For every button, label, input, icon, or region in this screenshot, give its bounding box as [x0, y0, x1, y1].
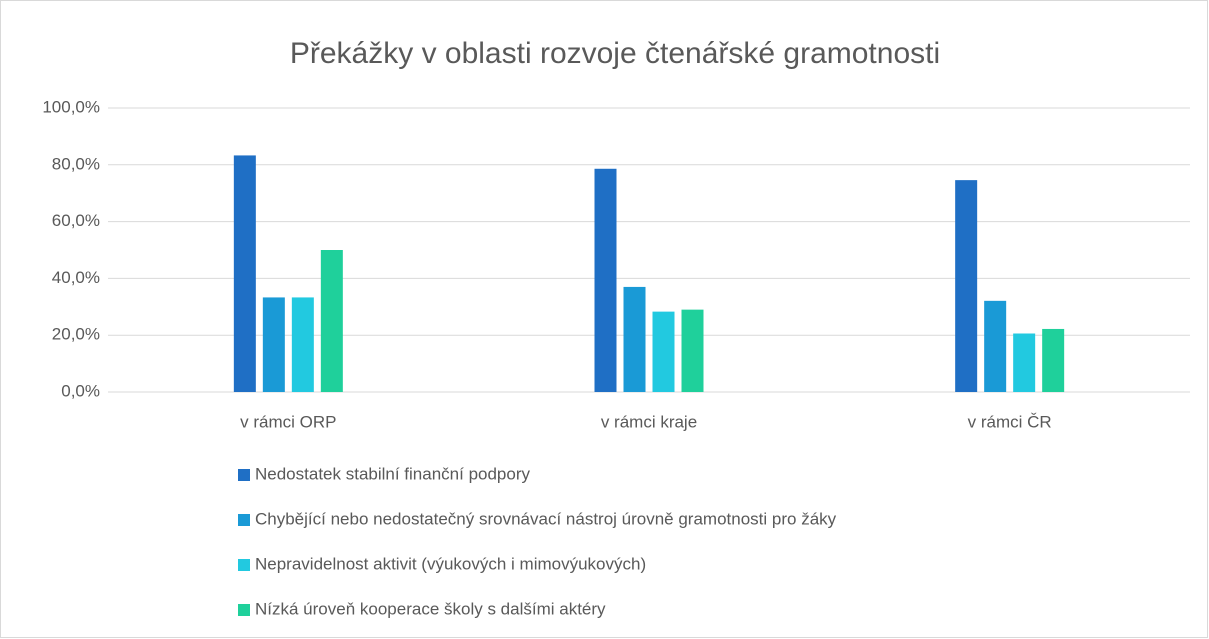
y-tick-label: 20,0% — [52, 325, 100, 344]
x-tick-label: v rámci ORP — [240, 412, 336, 431]
legend-label: Nízká úroveň kooperace školy s dalšími a… — [255, 599, 606, 618]
chart-title: Překážky v oblasti rozvoje čtenářské gra… — [290, 37, 940, 70]
legend-swatch — [238, 469, 250, 481]
bar — [291, 297, 314, 392]
bar — [262, 297, 285, 392]
bar — [233, 155, 256, 392]
y-tick-label: 100,0% — [42, 97, 100, 116]
legend-label: Nedostatek stabilní finanční podpory — [255, 464, 531, 483]
legend-swatch — [238, 604, 250, 616]
y-tick-label: 40,0% — [52, 268, 100, 287]
bar — [1013, 333, 1036, 392]
x-tick-label: v rámci kraje — [601, 412, 697, 431]
legend-label: Nepravidelnost aktivit (výukových i mimo… — [255, 554, 646, 573]
bar — [594, 168, 617, 392]
bar — [681, 309, 704, 392]
bar — [320, 250, 343, 392]
legend-label: Chybějící nebo nedostatečný srovnávací n… — [255, 509, 837, 528]
bar — [652, 311, 675, 392]
y-tick-label: 60,0% — [52, 211, 100, 230]
x-tick-label: v rámci ČR — [968, 412, 1052, 431]
bar — [955, 180, 978, 392]
legend-swatch — [238, 514, 250, 526]
y-tick-label: 0,0% — [61, 381, 100, 400]
bar — [623, 286, 646, 392]
y-tick-label: 80,0% — [52, 154, 100, 173]
legend-swatch — [238, 559, 250, 571]
bar — [984, 300, 1007, 392]
bar — [1042, 328, 1065, 392]
